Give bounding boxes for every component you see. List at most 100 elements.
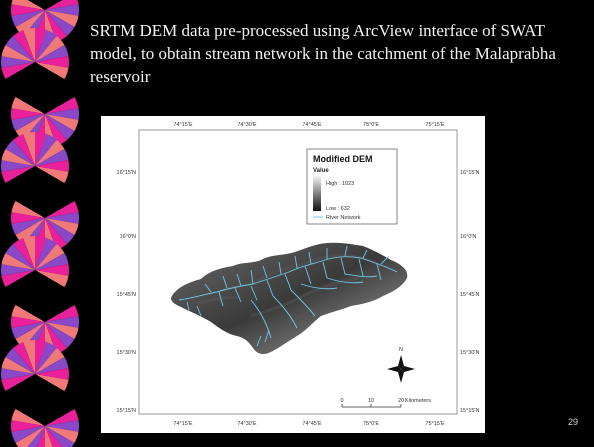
fan-segment xyxy=(1,374,35,391)
fan-segment xyxy=(35,374,69,391)
fan-segment xyxy=(5,243,36,270)
fan-segment xyxy=(35,139,65,166)
tick-right-1: 16°15'N xyxy=(460,170,479,176)
river-stream xyxy=(300,273,378,290)
map-legend: Modified DEM Value High : 1023 Low : 632… xyxy=(306,148,398,225)
fan-segment xyxy=(35,35,65,62)
river-stream xyxy=(250,289,316,339)
fan-segment xyxy=(10,316,45,328)
fan-segment xyxy=(11,322,45,339)
fan-segment xyxy=(45,426,63,447)
top-tick-labels: 74°15'E 74°30'E 74°45'E 75°0'E 75°15'E xyxy=(173,122,444,128)
fan-motif xyxy=(1,132,70,183)
fan-segment xyxy=(5,347,36,374)
fan-segment xyxy=(11,426,45,443)
fan-segment xyxy=(45,114,75,141)
tick-left-4: 15°30'N xyxy=(117,350,136,356)
fan-segment xyxy=(13,30,35,62)
dem-map: 74°15'E 74°30'E 74°45'E 75°0'E 75°15'E 7… xyxy=(117,122,480,427)
fan-segment xyxy=(45,212,80,224)
slide-title: SRTM DEM data pre-processed using ArcVie… xyxy=(90,21,556,86)
fan-segment xyxy=(15,218,45,245)
fan-segment xyxy=(13,238,35,270)
fan-segment xyxy=(45,426,53,447)
legend-high: High : 1023 xyxy=(326,181,354,187)
fan-segment xyxy=(27,426,45,447)
fan-segment xyxy=(35,253,69,270)
fan-segment xyxy=(45,97,79,114)
tick-left-5: 15°15'N xyxy=(117,408,136,414)
fan-segment xyxy=(35,62,69,79)
fan-segment xyxy=(15,322,45,349)
fan-motif xyxy=(0,236,70,287)
tick-right-4: 15°30'N xyxy=(460,350,479,356)
fan-segment xyxy=(45,218,67,250)
legend-river: River Network xyxy=(326,215,361,221)
fan-segment xyxy=(35,342,57,374)
fan-segment xyxy=(23,132,35,166)
tick-right-3: 15°45'N xyxy=(460,292,479,298)
north-label: N xyxy=(399,347,403,353)
tick-left-1: 16°15'N xyxy=(117,170,136,176)
fan-segment xyxy=(11,201,45,218)
north-arrow: N xyxy=(387,347,415,383)
fan-segment xyxy=(45,322,75,349)
fan-segment xyxy=(10,420,45,432)
slide-number: 29 xyxy=(568,417,579,427)
fan-segment xyxy=(10,4,45,16)
dem-terrain xyxy=(171,242,408,355)
right-tick-labels: 16°15'N 16°0'N 15°45'N 15°30'N 15°15'N xyxy=(460,170,479,414)
legend-title: Modified DEM xyxy=(313,154,373,164)
fan-segment xyxy=(35,264,70,276)
fan-segment xyxy=(15,10,45,37)
tick-right-2: 16°0'N xyxy=(460,234,476,240)
fan-segment xyxy=(0,264,36,276)
fan-segment xyxy=(1,357,35,374)
tick-right-5: 15°15'N xyxy=(460,408,479,414)
fan-segment xyxy=(37,426,45,447)
fan-segment xyxy=(35,30,57,62)
tick-top-4: 75°0'E xyxy=(363,122,379,128)
fan-segment xyxy=(11,108,45,120)
scale-label-20: 20 xyxy=(398,398,404,404)
fan-segment xyxy=(23,340,35,374)
river-stream xyxy=(186,301,270,347)
fan-segment xyxy=(45,426,79,443)
fan-segment xyxy=(45,108,79,120)
fan-segment xyxy=(35,56,69,68)
fan-segment xyxy=(35,236,47,270)
fan-segment xyxy=(35,357,69,374)
fan-motif xyxy=(0,340,69,391)
dem-map-figure: 74°15'E 74°30'E 74°45'E 75°0'E 75°15'E 7… xyxy=(101,116,485,433)
tick-bottom-2: 74°30'E xyxy=(237,421,256,427)
fan-segment xyxy=(45,218,79,235)
river-stream xyxy=(204,245,390,293)
fan-segment xyxy=(35,166,69,183)
tick-bottom-3: 74°45'E xyxy=(302,421,321,427)
fan-segment xyxy=(13,134,35,166)
tick-bottom-5: 75°15'E xyxy=(425,421,444,427)
fan-segment xyxy=(45,10,67,42)
fan-segment xyxy=(35,243,65,270)
fan-segment xyxy=(11,409,45,426)
fan-segment xyxy=(15,114,45,141)
tick-top-2: 74°30'E xyxy=(237,122,256,128)
tick-left-3: 15°45'N xyxy=(117,292,136,298)
river-network xyxy=(178,245,398,347)
fan-segment xyxy=(0,56,35,68)
bottom-tick-labels: 74°15'E 74°30'E 74°45'E 75°0'E 75°15'E xyxy=(173,421,444,427)
tick-top-1: 74°15'E xyxy=(173,122,192,128)
fan-segment xyxy=(35,238,57,270)
fan-segment xyxy=(11,305,45,322)
fan-segment xyxy=(45,10,79,27)
tick-top-5: 75°15'E xyxy=(425,122,444,128)
tick-top-3: 74°45'E xyxy=(302,122,321,128)
fan-segment xyxy=(13,342,35,374)
fan-segment xyxy=(10,212,45,224)
fan-segment xyxy=(1,45,35,62)
fan-segment xyxy=(35,270,69,287)
legend-color-ramp xyxy=(313,176,321,211)
fan-segment xyxy=(1,166,35,183)
fan-segment xyxy=(45,305,79,322)
fan-segment xyxy=(35,132,47,166)
